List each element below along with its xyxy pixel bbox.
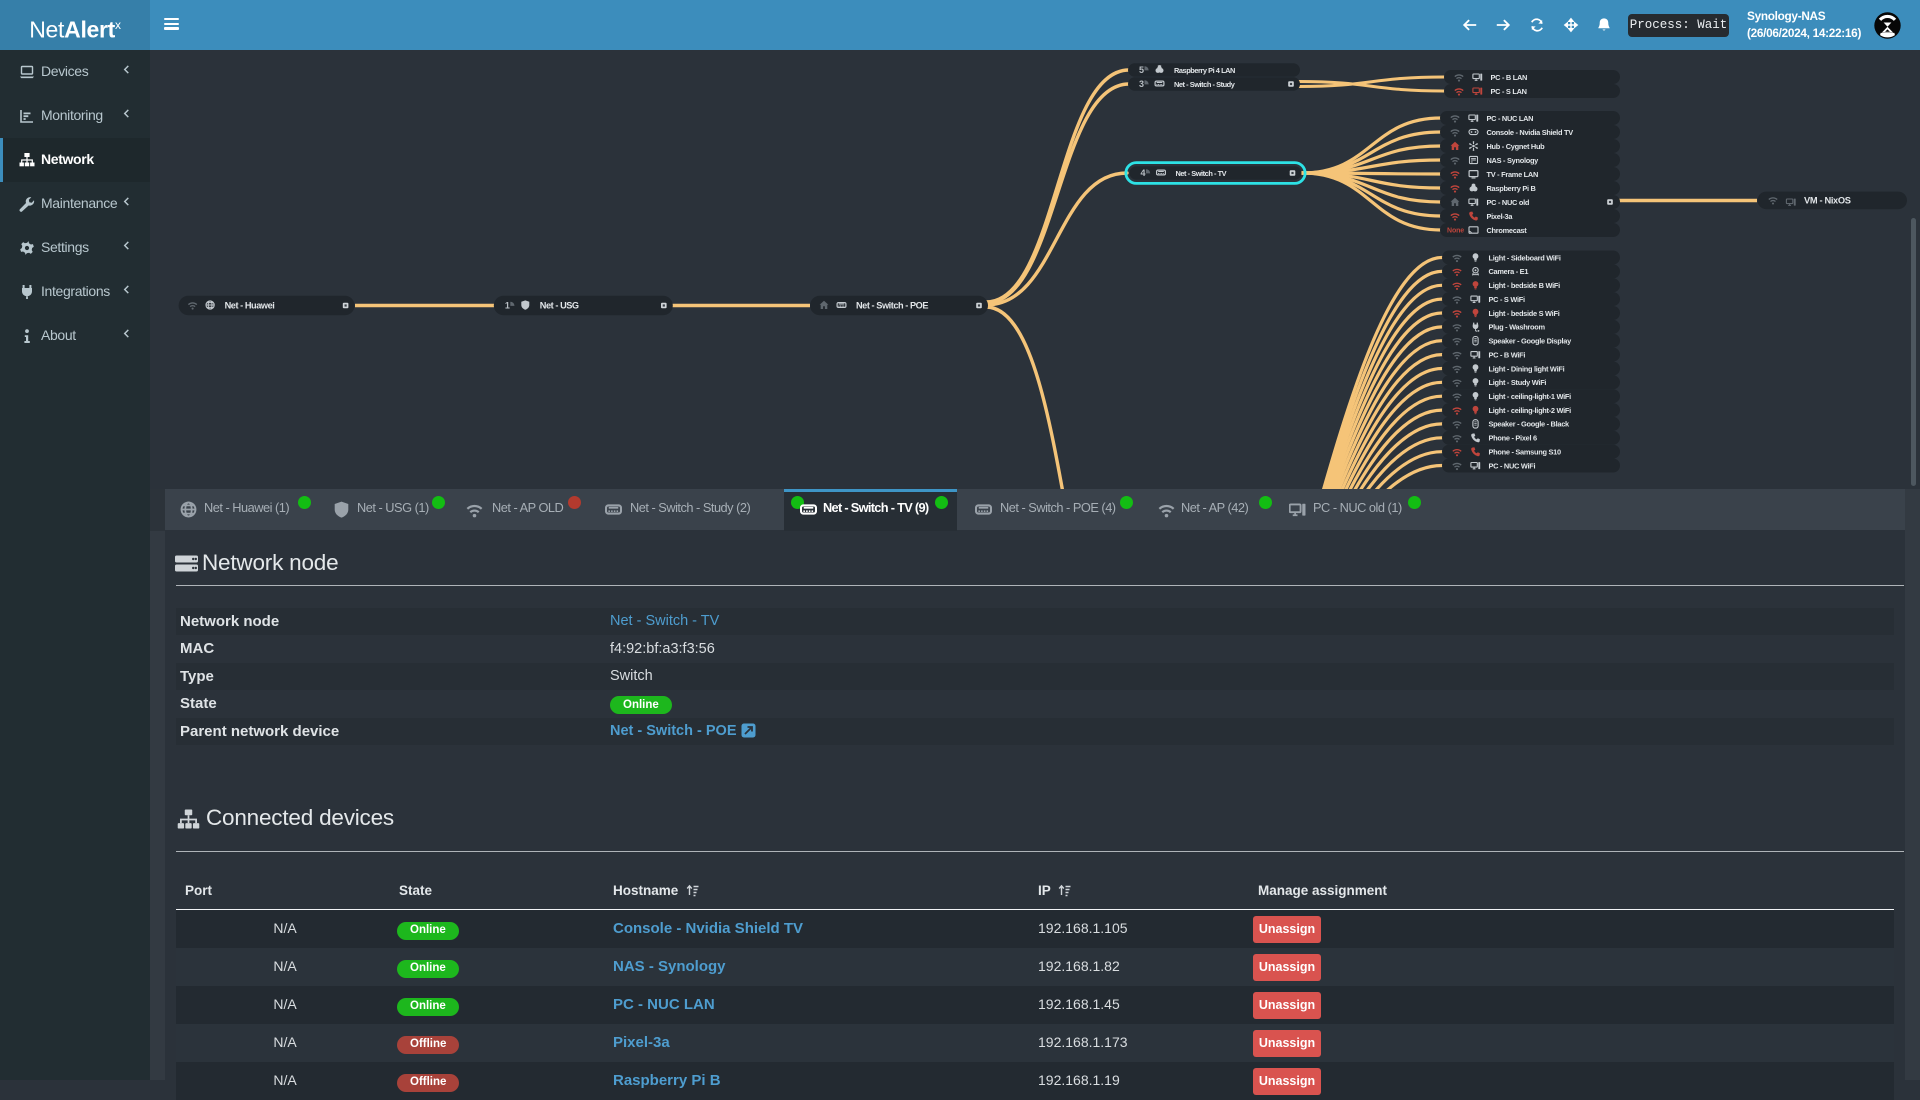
svg-text:Raspberry Pi B: Raspberry Pi B — [1487, 184, 1536, 193]
svg-text:Console - Nvidia Shield TV: Console - Nvidia Shield TV — [1487, 128, 1574, 137]
svg-text:1: 1 — [505, 301, 510, 311]
svg-text:Net - Switch - TV: Net - Switch - TV — [1176, 169, 1227, 178]
svg-text:Pixel-3a: Pixel-3a — [1487, 212, 1514, 221]
svg-text:Phone - Samsung S10: Phone - Samsung S10 — [1489, 448, 1561, 457]
svg-text:PC - S WiFi: PC - S WiFi — [1489, 295, 1525, 304]
svg-text:Raspberry Pi 4 LAN: Raspberry Pi 4 LAN — [1174, 66, 1235, 75]
svg-text:Light - ceiling-light-1 WiFi: Light - ceiling-light-1 WiFi — [1489, 392, 1572, 401]
svg-text:Light - bedside B WiFi: Light - bedside B WiFi — [1489, 281, 1561, 290]
svg-text:None: None — [1447, 228, 1464, 235]
svg-text:PC - B LAN: PC - B LAN — [1491, 73, 1528, 82]
svg-text:Light - Sideboard WiFi: Light - Sideboard WiFi — [1489, 253, 1561, 262]
svg-text:PC - B WiFi: PC - B WiFi — [1489, 350, 1526, 359]
svg-text:Light - Study WiFi: Light - Study WiFi — [1489, 378, 1547, 387]
svg-text:Camera - E1: Camera - E1 — [1489, 267, 1529, 276]
svg-text:Speaker - Google - Black: Speaker - Google - Black — [1489, 420, 1571, 429]
svg-text:3: 3 — [1139, 79, 1144, 89]
svg-text:Net - Huawei: Net - Huawei — [225, 301, 275, 311]
svg-text:Hub - Cygnet Hub: Hub - Cygnet Hub — [1487, 142, 1546, 151]
svg-text:PC - NUC old: PC - NUC old — [1487, 198, 1530, 207]
svg-text:PC - S LAN: PC - S LAN — [1491, 87, 1527, 96]
svg-text:Net - Switch - Study: Net - Switch - Study — [1174, 80, 1236, 89]
svg-text:Plug - Washroom: Plug - Washroom — [1489, 323, 1546, 332]
svg-text:Net - Switch - POE: Net - Switch - POE — [856, 301, 928, 311]
svg-text:Phone - Pixel 6: Phone - Pixel 6 — [1489, 434, 1538, 443]
svg-text:5: 5 — [1139, 65, 1144, 75]
svg-text:Net - USG: Net - USG — [540, 301, 579, 311]
svg-text:NAS - Synology: NAS - Synology — [1487, 156, 1540, 165]
svg-text:Speaker - Google Display: Speaker - Google Display — [1489, 337, 1573, 346]
svg-text:TV - Frame LAN: TV - Frame LAN — [1487, 170, 1539, 179]
svg-text:Light - Dining light WiFi: Light - Dining light WiFi — [1489, 364, 1565, 373]
svg-text:Light - ceiling-light-2 WiFi: Light - ceiling-light-2 WiFi — [1489, 406, 1572, 415]
svg-text:4: 4 — [1141, 168, 1146, 178]
svg-text:Chromecast: Chromecast — [1487, 226, 1528, 235]
svg-text:Light - bedside S WiFi: Light - bedside S WiFi — [1489, 309, 1560, 318]
svg-text:PC - NUC LAN: PC - NUC LAN — [1487, 114, 1534, 123]
svg-text:PC - NUC WiFi: PC - NUC WiFi — [1489, 461, 1536, 470]
svg-text:VM - NixOS: VM - NixOS — [1804, 196, 1851, 206]
